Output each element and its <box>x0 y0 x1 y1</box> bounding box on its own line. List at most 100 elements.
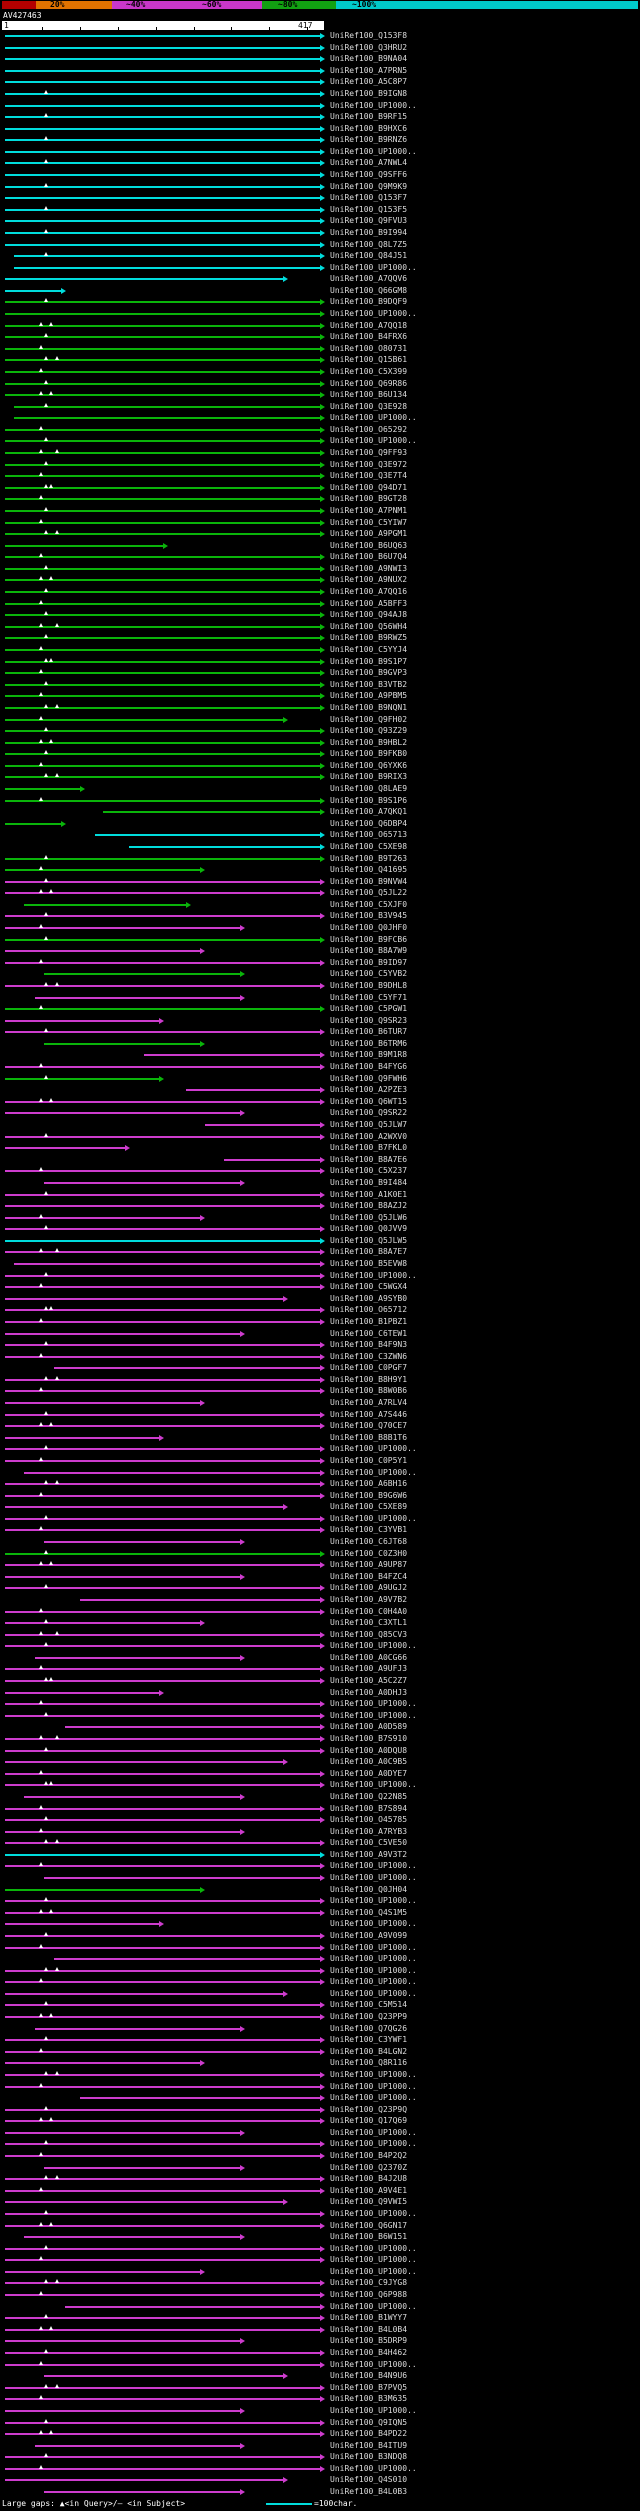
hit-label[interactable]: UniRef100_UP1000.. <box>330 1988 417 1998</box>
hit-label[interactable]: UniRef100_Q9FVU3 <box>330 216 408 226</box>
hit-label[interactable]: UniRef100_Q5JLW5 <box>330 1235 408 1245</box>
hit-label[interactable]: UniRef100_Q6DBP4 <box>330 818 408 828</box>
hit-label[interactable]: UniRef100_UP1000.. <box>330 1270 417 1280</box>
hit-line[interactable] <box>5 927 240 930</box>
hit-label[interactable]: UniRef100_Q4S010 <box>330 2475 408 2485</box>
hit-line[interactable] <box>5 1332 240 1335</box>
hit-label[interactable]: UniRef100_B5EVW8 <box>330 1259 408 1268</box>
hit-line[interactable] <box>5 1830 240 1833</box>
hit-line[interactable] <box>5 1390 320 1393</box>
hit-label[interactable]: UniRef100_A7S446 <box>330 1409 408 1419</box>
hit-label[interactable]: UniRef100_B9T263 <box>330 853 408 863</box>
hit-label[interactable]: UniRef100_UP1000.. <box>330 2139 417 2149</box>
hit-line[interactable] <box>14 1263 320 1265</box>
hit-line[interactable] <box>79 2097 320 2100</box>
hit-label[interactable]: UniRef100_B7FKL0 <box>330 1143 408 1153</box>
hit-line[interactable] <box>5 220 320 223</box>
hit-line[interactable] <box>5 2016 320 2019</box>
hit-label[interactable]: UniRef100_B9NA04 <box>330 54 408 64</box>
hit-label[interactable]: UniRef100_B9ID97 <box>330 957 408 967</box>
hit-line[interactable] <box>44 1877 320 1879</box>
hit-label[interactable]: UniRef100_B9HBL2 <box>330 737 408 747</box>
hit-line[interactable] <box>5 2270 200 2273</box>
hit-line[interactable] <box>5 1680 320 1683</box>
hit-line[interactable] <box>5 1900 320 1903</box>
hit-label[interactable]: UniRef100_B4ITU9 <box>330 2440 408 2450</box>
hit-line[interactable] <box>5 324 320 327</box>
hit-label[interactable]: UniRef100_B4PD22 <box>330 2429 408 2439</box>
hit-line[interactable] <box>5 1448 320 1451</box>
hit-label[interactable]: UniRef100_A7PNM1 <box>330 505 408 515</box>
hit-line[interactable] <box>44 1541 240 1544</box>
hit-line[interactable] <box>5 58 320 61</box>
hit-line[interactable] <box>5 1923 160 1926</box>
hit-line[interactable] <box>5 2467 320 2470</box>
hit-label[interactable]: UniRef100_UP1000.. <box>330 2127 417 2137</box>
hit-line[interactable] <box>44 2166 240 2169</box>
hit-label[interactable]: UniRef100_UP1000.. <box>330 1942 417 1952</box>
hit-line[interactable] <box>5 2317 320 2320</box>
hit-line[interactable] <box>5 625 320 628</box>
hit-line[interactable] <box>5 1019 160 1022</box>
hit-line[interactable] <box>5 2224 320 2227</box>
hit-line[interactable] <box>5 1286 320 1289</box>
hit-label[interactable]: UniRef100_B4J2U8 <box>330 2174 408 2184</box>
hit-line[interactable] <box>5 116 320 119</box>
hit-line[interactable] <box>5 718 283 721</box>
hit-line[interactable] <box>5 1193 320 1196</box>
hit-label[interactable]: UniRef100_A9V3T2 <box>330 1849 408 1859</box>
hit-line[interactable] <box>5 2328 320 2331</box>
hit-label[interactable]: UniRef100_B4FRX6 <box>330 332 408 342</box>
hit-label[interactable]: UniRef100_C5XJF0 <box>330 899 408 909</box>
hit-line[interactable] <box>5 1564 320 1567</box>
hit-label[interactable]: UniRef100_UP1000.. <box>330 1780 417 1790</box>
hit-label[interactable]: UniRef100_UP1000.. <box>330 1977 417 1987</box>
hit-line[interactable] <box>5 2479 283 2482</box>
hit-label[interactable]: UniRef100_C5WGX4 <box>330 1282 408 1292</box>
hit-label[interactable]: UniRef100_A0DYE7 <box>330 1768 408 1778</box>
hit-label[interactable]: UniRef100_Q9SR23 <box>330 1015 408 1025</box>
hit-label[interactable]: UniRef100_Q6P988 <box>330 2290 408 2300</box>
hit-label[interactable]: UniRef100_UP1000.. <box>330 1954 417 1964</box>
hit-line[interactable] <box>5 162 320 165</box>
hit-line[interactable] <box>5 174 320 177</box>
hit-label[interactable]: UniRef100_B6U7Q4 <box>330 552 408 562</box>
hit-line[interactable] <box>5 1992 283 1995</box>
hit-label[interactable]: UniRef100_UP1000.. <box>330 2243 417 2253</box>
hit-line[interactable] <box>5 1459 320 1462</box>
hit-label[interactable]: UniRef100_UP1000.. <box>330 2093 417 2103</box>
hit-label[interactable]: UniRef100_UP1000.. <box>330 1896 417 1906</box>
hit-line[interactable] <box>5 1483 320 1486</box>
hit-line[interactable] <box>5 1239 320 1242</box>
hit-label[interactable]: UniRef100_UP1000.. <box>330 100 417 110</box>
hit-label[interactable]: UniRef100_A9PBM5 <box>330 691 408 701</box>
hit-line[interactable] <box>5 336 320 339</box>
hit-label[interactable]: UniRef100_C0P5Y1 <box>330 1455 408 1465</box>
hit-label[interactable]: UniRef100_A2PZE3 <box>330 1085 408 1095</box>
hit-label[interactable]: UniRef100_C3YVB1 <box>330 1525 408 1535</box>
hit-label[interactable]: UniRef100_B6U134 <box>330 390 408 400</box>
hit-line[interactable] <box>5 104 320 107</box>
hit-label[interactable]: UniRef100_C0Z3H0 <box>330 1548 408 1558</box>
hit-line[interactable] <box>5 1888 200 1891</box>
hit-label[interactable]: UniRef100_Q70CE7 <box>330 1421 408 1431</box>
hit-line[interactable] <box>5 1934 320 1937</box>
hit-label[interactable]: UniRef100_Q3HRU2 <box>330 42 408 52</box>
hit-label[interactable]: UniRef100_B9I484 <box>330 1177 408 1187</box>
hit-line[interactable] <box>5 1425 320 1428</box>
hit-line[interactable] <box>5 231 320 234</box>
hit-line[interactable] <box>14 266 320 269</box>
hit-label[interactable]: UniRef100_A7QQV6 <box>330 274 408 284</box>
hit-label[interactable]: UniRef100_B4H462 <box>330 2348 408 2357</box>
hit-label[interactable]: UniRef100_Q8R116 <box>330 2058 408 2068</box>
hit-label[interactable]: UniRef100_B3M635 <box>330 2394 408 2404</box>
hit-label[interactable]: UniRef100_C5YF71 <box>330 992 408 1002</box>
hit-line[interactable] <box>5 1981 320 1984</box>
hit-line[interactable] <box>5 394 320 397</box>
hit-label[interactable]: UniRef100_Q9IQN5 <box>330 2417 408 2427</box>
hit-line[interactable] <box>5 579 320 582</box>
hit-label[interactable]: UniRef100_B9G6W6 <box>330 1490 408 1500</box>
hit-label[interactable]: UniRef100_B9FKB0 <box>330 749 408 759</box>
hit-line[interactable] <box>5 2352 320 2354</box>
hit-line[interactable] <box>5 2421 320 2424</box>
